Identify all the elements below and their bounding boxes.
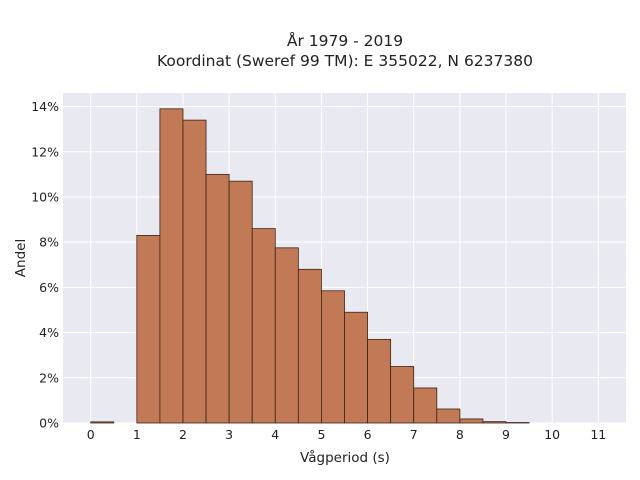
y-axis-ticks: 0% 2% 4% 6% 8% 10% 12% 14% bbox=[31, 99, 59, 430]
x-axis-label: Vågperiod (s) bbox=[300, 449, 390, 466]
histogram-bar bbox=[367, 338, 392, 424]
histogram-bar bbox=[251, 228, 276, 424]
x-tick-label: 4 bbox=[271, 427, 279, 442]
y-tick-label: 8% bbox=[39, 235, 59, 250]
y-axis-label: Andel bbox=[13, 239, 29, 277]
y-tick-label: 6% bbox=[39, 280, 59, 295]
histogram-bar bbox=[321, 290, 345, 424]
histogram-bar bbox=[228, 180, 253, 424]
y-tick-label: 0% bbox=[39, 416, 59, 431]
x-tick-label: 9 bbox=[502, 427, 510, 442]
x-tick-label: 1 bbox=[133, 427, 141, 442]
x-tick-label: 0 bbox=[87, 427, 95, 442]
histogram-bar bbox=[413, 387, 438, 424]
x-tick-label: 11 bbox=[590, 427, 606, 442]
x-tick-label: 5 bbox=[317, 427, 325, 442]
histogram-bar bbox=[274, 247, 299, 424]
histogram-bar bbox=[90, 421, 115, 424]
chart-title-line-1: År 1979 - 2019 bbox=[287, 31, 403, 50]
histogram-bar bbox=[459, 418, 484, 424]
x-axis-ticks: 0 1 2 3 4 5 6 7 8 9 10 11 bbox=[87, 427, 607, 442]
histogram-bar bbox=[436, 408, 461, 424]
histogram-bars bbox=[90, 108, 530, 424]
histogram-bar bbox=[390, 366, 415, 424]
histogram-bar bbox=[297, 268, 322, 424]
histogram-bar bbox=[136, 234, 161, 424]
x-tick-label: 6 bbox=[364, 427, 372, 442]
y-tick-label: 14% bbox=[31, 99, 59, 114]
y-tick-label: 4% bbox=[39, 325, 59, 340]
chart-title-line-2: Koordinat (Sweref 99 TM): E 355022, N 62… bbox=[157, 52, 533, 70]
histogram-bar bbox=[344, 311, 368, 424]
histogram-bar bbox=[205, 173, 230, 424]
histogram-bar bbox=[159, 108, 184, 424]
y-tick-label: 10% bbox=[31, 189, 59, 204]
y-tick-label: 2% bbox=[39, 370, 59, 385]
x-tick-label: 7 bbox=[410, 427, 418, 442]
x-tick-label: 10 bbox=[544, 427, 560, 442]
histogram-bar bbox=[182, 119, 207, 424]
y-tick-label: 12% bbox=[31, 144, 59, 159]
x-tick-label: 2 bbox=[179, 427, 187, 442]
x-tick-label: 3 bbox=[225, 427, 233, 442]
histogram-bar bbox=[482, 421, 507, 424]
x-tick-label: 8 bbox=[456, 427, 464, 442]
